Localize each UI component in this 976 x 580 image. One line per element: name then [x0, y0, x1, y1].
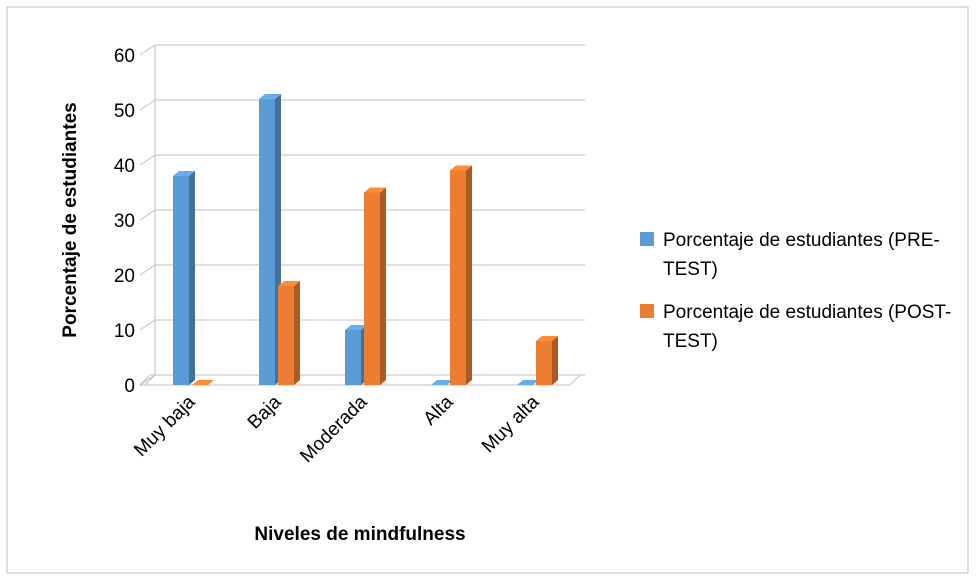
bar-front: [173, 176, 189, 385]
bar-front: [450, 170, 466, 385]
bar-side: [552, 336, 558, 385]
bar-front: [536, 341, 552, 385]
x-axis-title: Niveles de mindfulness: [254, 524, 465, 545]
y-tick-label: 0: [124, 376, 135, 397]
bar-front: [278, 286, 294, 385]
bar-top: [173, 171, 195, 176]
tick-mark: [139, 319, 156, 331]
bar-side: [466, 165, 472, 385]
bar-top: [517, 380, 539, 385]
bar: [192, 380, 214, 385]
bar-top: [259, 94, 281, 99]
tick-mark: [139, 154, 156, 166]
bar: [536, 336, 558, 385]
y-tick-label: 60: [114, 46, 135, 67]
y-tick-label: 10: [114, 321, 135, 342]
bar-front: [259, 99, 275, 385]
bar-front: [345, 330, 361, 385]
bar: [345, 325, 367, 385]
bar-side: [380, 187, 386, 385]
bar: [431, 380, 453, 385]
y-tick-label: 40: [114, 156, 135, 177]
legend-label: Porcentaje de estudiantes (POST-TEST): [663, 302, 952, 352]
bar: [173, 171, 195, 385]
bar: [450, 165, 472, 385]
legend: Porcentaje de estudiantes (PRE-TEST) Porc…: [640, 226, 960, 370]
bar-side: [294, 281, 300, 385]
bar-top: [192, 380, 214, 385]
tick-mark: [139, 374, 156, 386]
legend-swatch: [640, 232, 654, 246]
bar: [278, 281, 300, 385]
legend-item: Porcentaje de estudiantes (PRE-TEST): [640, 226, 960, 284]
legend-item: Porcentaje de estudiantes (POST-TEST): [640, 298, 960, 356]
tick-mark: [139, 209, 156, 221]
tick-mark: [139, 99, 156, 111]
bar: [364, 187, 386, 385]
bar: [517, 380, 539, 385]
legend-swatch: [640, 304, 654, 318]
bar-top: [536, 336, 558, 341]
bar-top: [431, 380, 453, 385]
chart-border: [6, 6, 969, 574]
y-tick-label: 20: [114, 266, 135, 287]
y-tick-label: 30: [114, 211, 135, 232]
y-axis-title: Porcentaje de estudiantes: [60, 102, 81, 337]
tick-mark: [139, 264, 156, 276]
y-tick-label: 50: [114, 101, 135, 122]
bar-side: [189, 171, 195, 385]
tick-mark: [139, 44, 156, 56]
bar-top: [364, 187, 386, 193]
bar: [259, 94, 281, 385]
bar-front: [364, 192, 380, 385]
bar-top: [450, 165, 472, 171]
legend-label: Porcentaje de estudiantes (PRE-TEST): [663, 230, 940, 280]
bar-top: [345, 325, 367, 330]
bar-top: [278, 281, 300, 286]
